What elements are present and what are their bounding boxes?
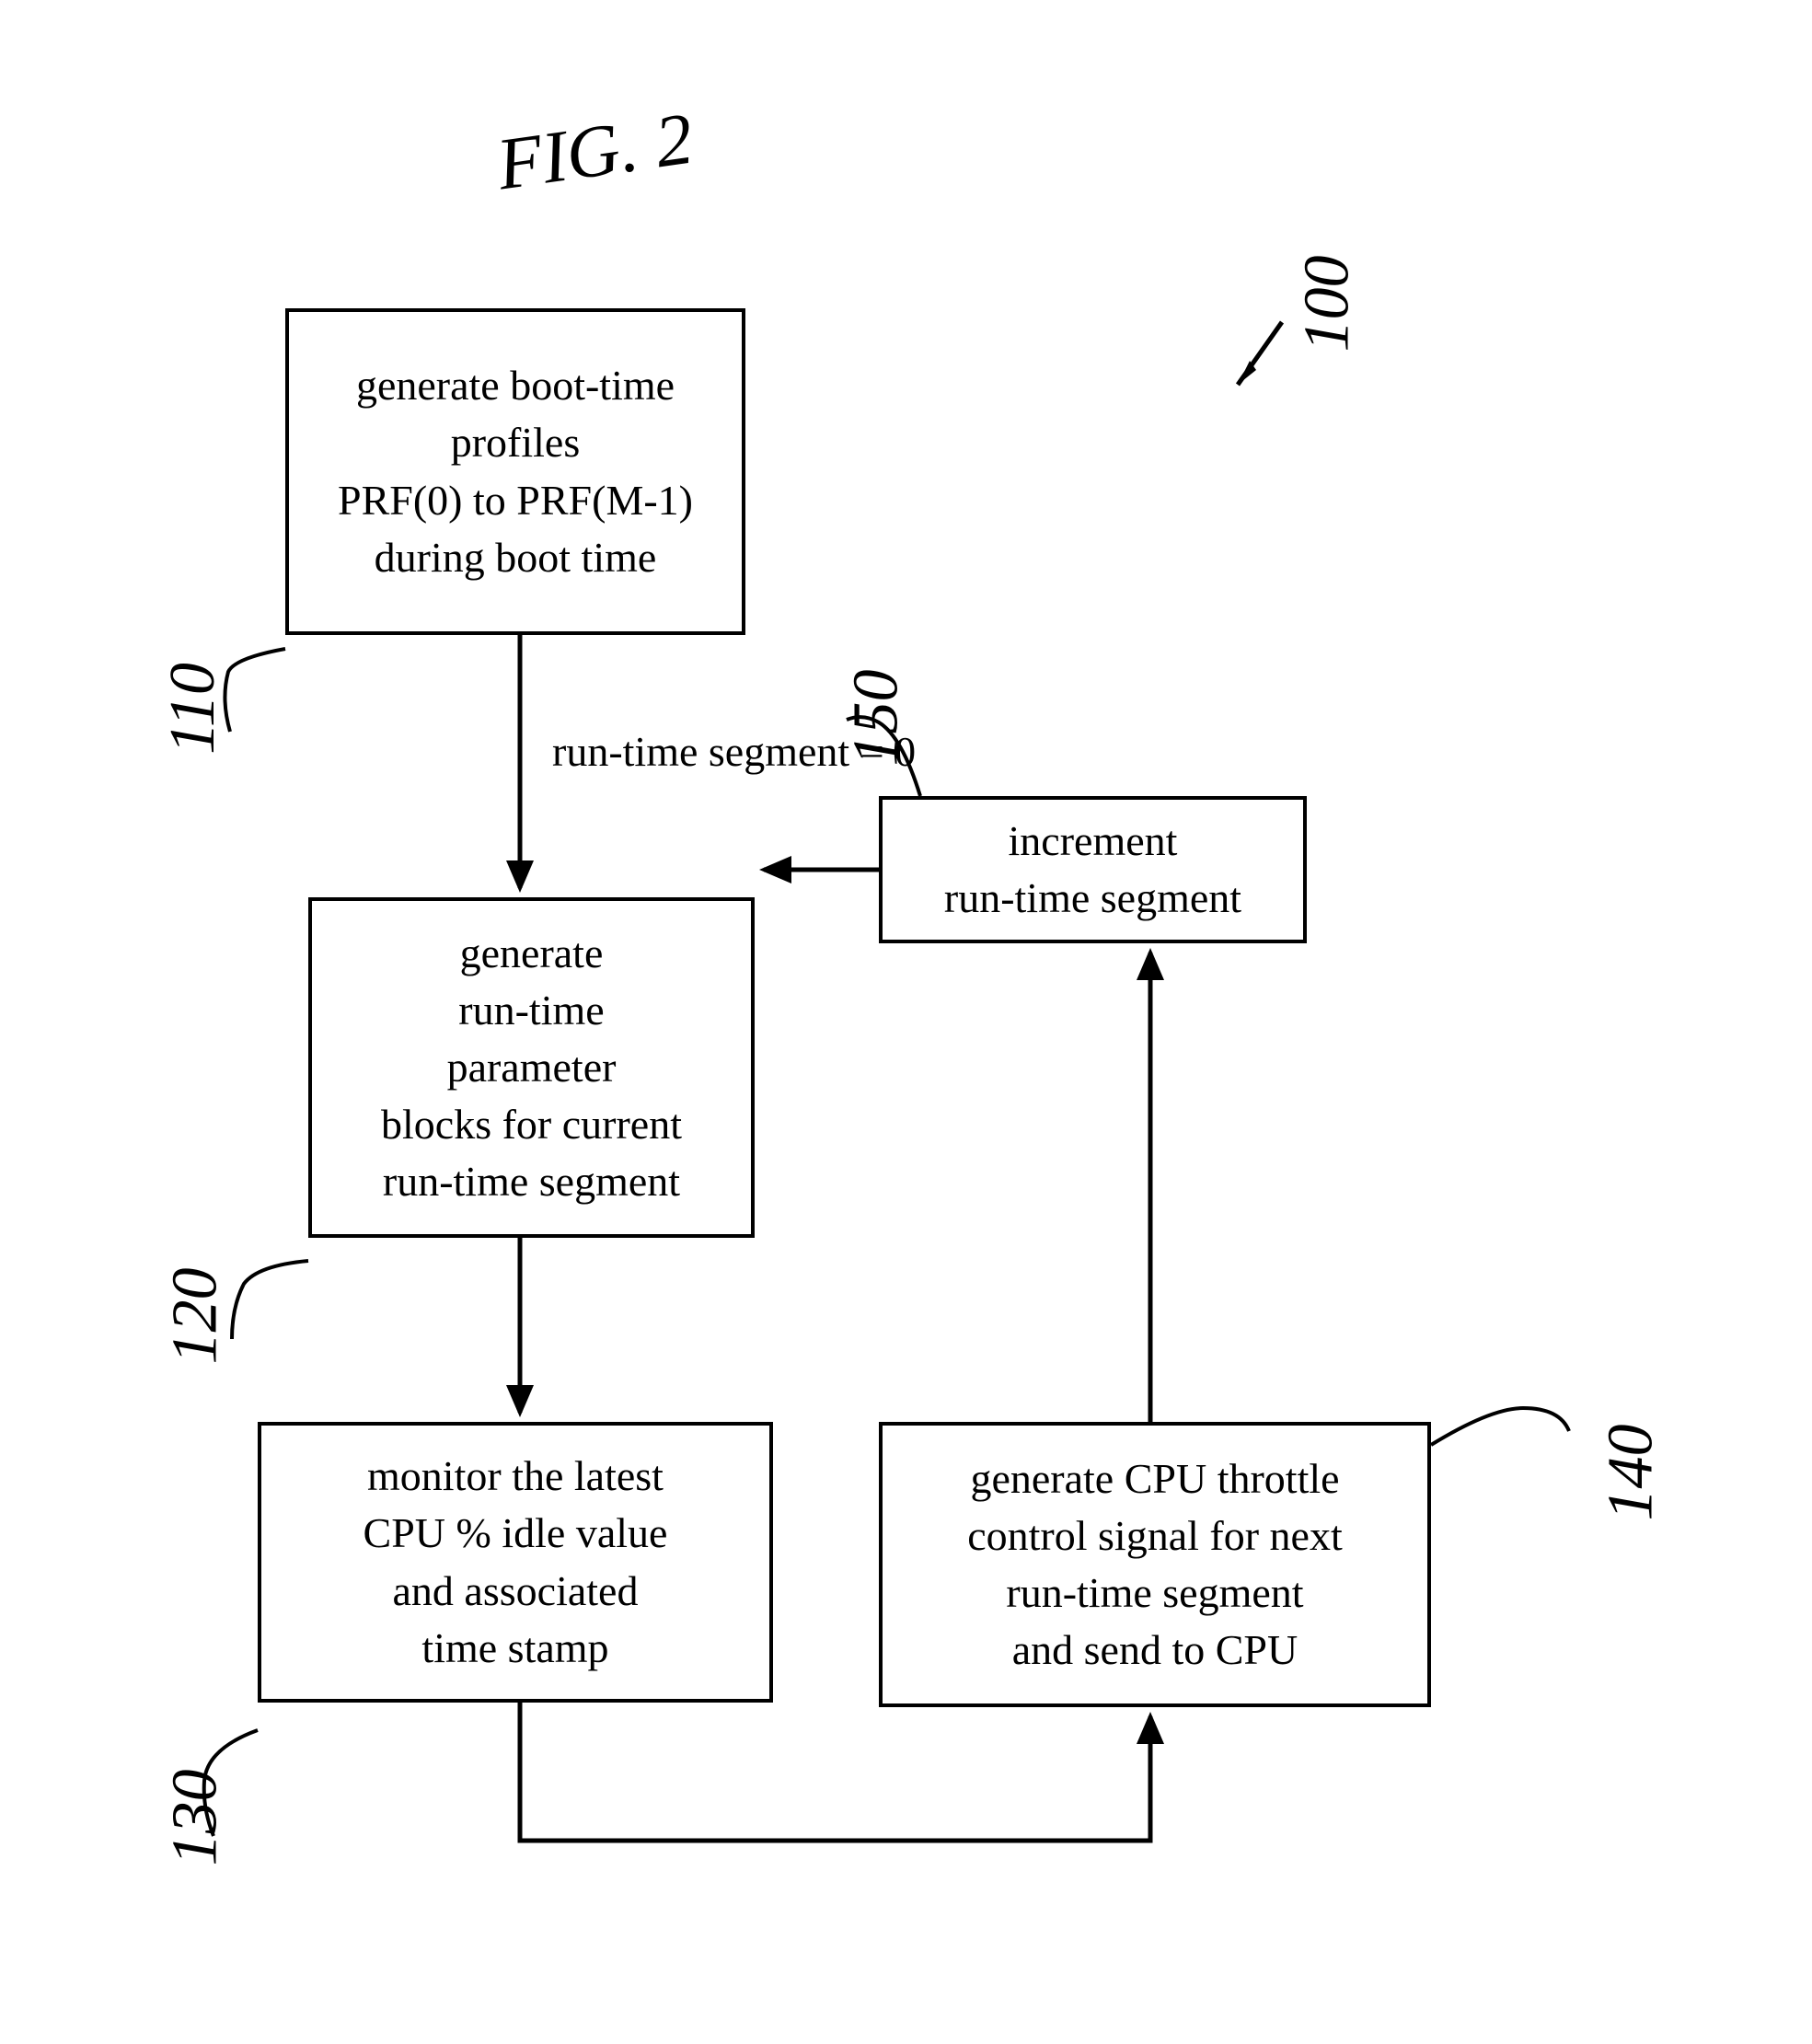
tick-110 [225,649,285,732]
edge-130-140 [520,1703,1150,1841]
ref-110: 110 [156,663,230,755]
ref-130: 130 [159,1770,233,1866]
ref-130-text: 130 [160,1770,231,1866]
node-110: generate boot-time profiles PRF(0) to PR… [285,308,745,635]
node-140-text: generate CPU throttle control signal for… [967,1450,1343,1679]
edge-label-runtime-zero: run-time segment = 0 [552,727,916,776]
node-150: increment run-time segment [879,796,1307,943]
node-130: monitor the latest CPU % idle value and … [258,1422,773,1703]
ref-140-text: 140 [1596,1425,1667,1521]
node-150-text: increment run-time segment [944,813,1241,927]
node-140: generate CPU throttle control signal for… [879,1422,1431,1707]
diagram-ref-label: 100 [1291,256,1365,352]
tick-100 [1238,322,1282,385]
arrows-overlay [0,0,1812,2044]
tick-140 [1431,1408,1569,1445]
ref-140: 140 [1595,1425,1668,1521]
node-120: generate run-time parameter blocks for c… [308,897,755,1238]
node-130-text: monitor the latest CPU % idle value and … [364,1448,668,1676]
ref-110-text: 110 [157,663,228,755]
diagram-ref-text: 100 [1292,256,1363,352]
tick-120 [232,1261,308,1339]
ref-120: 120 [159,1268,233,1365]
ref-120-text: 120 [160,1268,231,1365]
tick-100-head [1238,361,1256,385]
edge-label-text: run-time segment = 0 [552,728,916,775]
node-120-text: generate run-time parameter blocks for c… [381,925,682,1210]
figure-title-text: FIG. 2 [492,98,698,206]
node-110-text: generate boot-time profiles PRF(0) to PR… [338,357,693,585]
figure-title: FIG. 2 [492,98,698,208]
